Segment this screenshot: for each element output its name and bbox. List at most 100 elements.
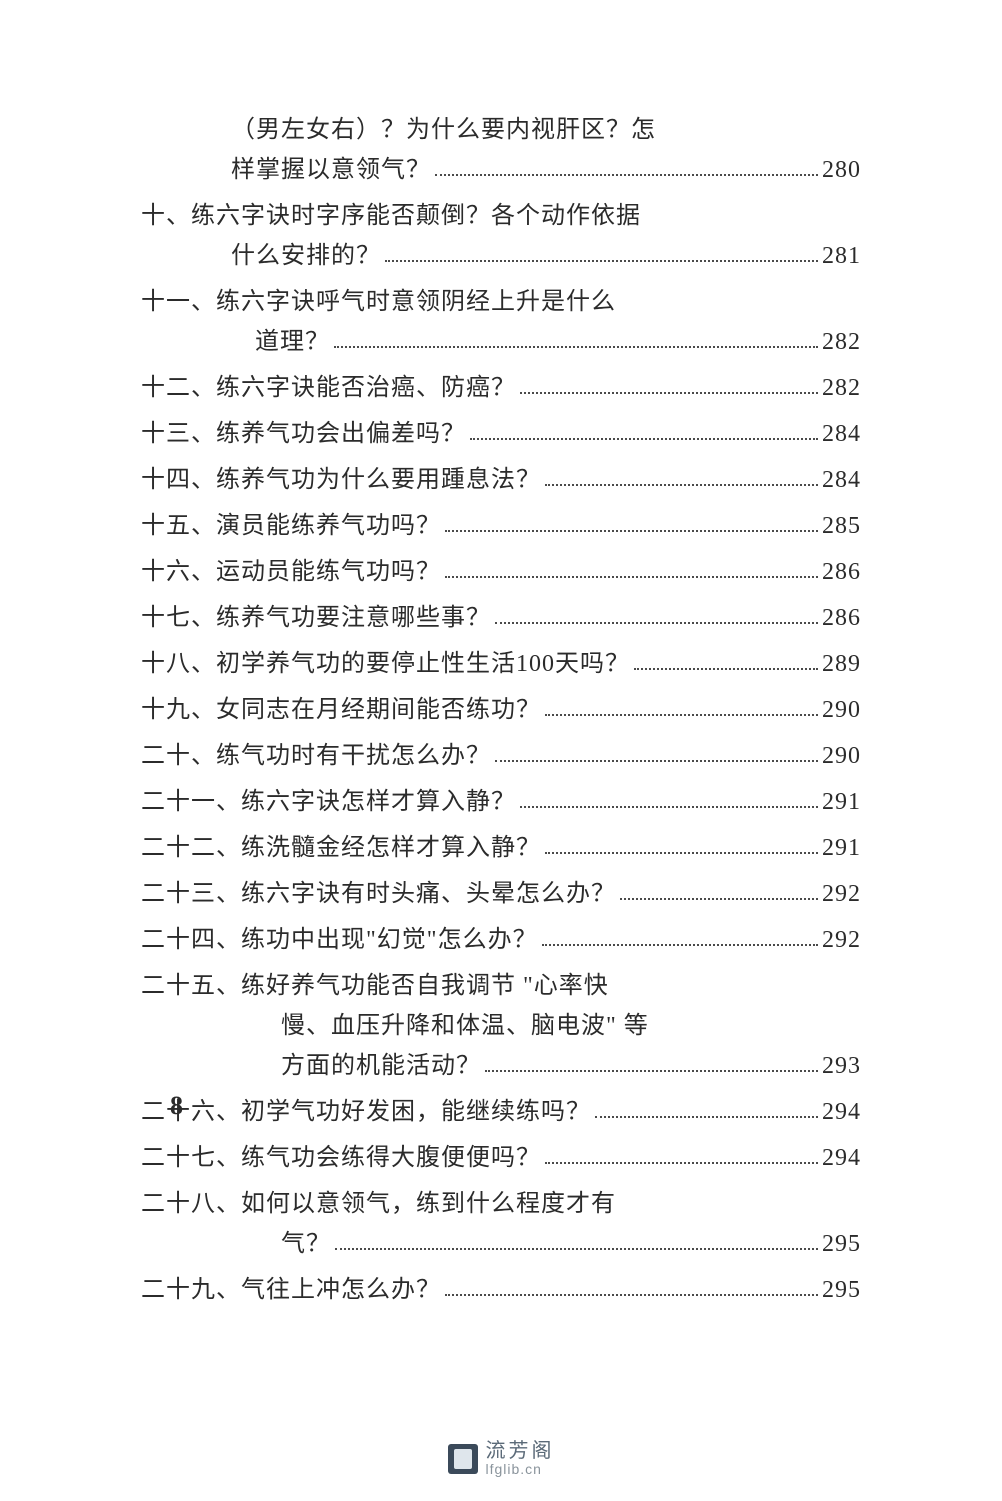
entry-text: 如何以意领气，练到什么程度才有 <box>241 1184 616 1224</box>
toc-line: 十六、运动员能练气功吗？ 286 <box>141 552 861 592</box>
entry-number: 十六、 <box>141 552 216 592</box>
entry-number: 十九、 <box>141 690 216 730</box>
entry-number: 二十三、 <box>141 874 241 914</box>
entry-page: 286 <box>822 598 861 638</box>
entry-text: 练气功会练得大腹便便吗？ <box>241 1138 541 1178</box>
dot-leader <box>545 1146 818 1165</box>
dot-leader <box>385 244 818 263</box>
toc-entry: 二十三、练六字诀有时头痛、头晕怎么办？ 292 <box>141 874 861 914</box>
toc-line: 气？295 <box>141 1224 861 1264</box>
entry-text: 慢、血压升降和体温、脑电波" 等 <box>281 1006 649 1046</box>
dot-leader <box>545 836 818 855</box>
entry-page: 282 <box>822 322 861 362</box>
entry-number: 二十七、 <box>141 1138 241 1178</box>
toc-entry: 十七、练养气功要注意哪些事？ 286 <box>141 598 861 638</box>
entry-number: 十二、 <box>141 368 216 408</box>
entry-page: 291 <box>822 828 861 868</box>
entry-page: 292 <box>822 920 861 960</box>
entry-number: 二十四、 <box>141 920 241 960</box>
watermark-text: 流芳阁 lfglib.cn <box>486 1441 555 1477</box>
entry-page: 284 <box>822 460 861 500</box>
toc-line: 方面的机能活动？293 <box>141 1046 861 1086</box>
entry-number: 二十六、 <box>141 1092 241 1132</box>
dot-leader <box>542 928 818 947</box>
toc-line: 二十九、气往上冲怎么办？295 <box>141 1270 861 1310</box>
entry-text: 初学养气功的要停止性生活100天吗？ <box>216 644 630 684</box>
toc-entry: 二十九、气往上冲怎么办？295 <box>141 1270 861 1310</box>
dot-leader <box>495 744 818 763</box>
entry-page: 286 <box>822 552 861 592</box>
toc-entry: 二十二、练洗髓金经怎样才算入静？291 <box>141 828 861 868</box>
entry-text: 练六字诀怎样才算入静？ <box>241 782 516 822</box>
dot-leader <box>545 698 818 717</box>
toc-entry: 十九、女同志在月经期间能否练功？ 290 <box>141 690 861 730</box>
toc-line: 二十一、练六字诀怎样才算入静？291 <box>141 782 861 822</box>
toc-entry: 十四、练养气功为什么要用踵息法？284 <box>141 460 861 500</box>
entry-text: 练六字诀有时头痛、头晕怎么办？ <box>241 874 616 914</box>
entry-page: 285 <box>822 506 861 546</box>
entry-text: 练六字诀时字序能否颠倒？各个动作依据 <box>191 196 641 236</box>
toc-entry: 二十五、练好养气功能否自我调节 "心率快慢、血压升降和体温、脑电波" 等方面的机… <box>141 966 861 1086</box>
entry-number: 二十九、 <box>141 1270 241 1310</box>
entry-page: 282 <box>822 368 861 408</box>
dot-leader <box>334 330 818 349</box>
dot-leader <box>470 422 818 441</box>
toc-line: 什么安排的？281 <box>141 236 861 276</box>
toc-entry: 二十七、练气功会练得大腹便便吗？294 <box>141 1138 861 1178</box>
entry-page: 293 <box>822 1046 861 1086</box>
dot-leader <box>520 376 818 395</box>
entry-number: 二十二、 <box>141 828 241 868</box>
entry-text: 练养气功要注意哪些事？ <box>216 598 491 638</box>
toc-line: 十九、女同志在月经期间能否练功？ 290 <box>141 690 861 730</box>
entry-text: 道理？ <box>255 322 330 362</box>
toc-entry: 二十六、初学气功好发困，能继续练吗？294 <box>141 1092 861 1132</box>
entry-page: 290 <box>822 690 861 730</box>
toc-line: 二十二、练洗髓金经怎样才算入静？291 <box>141 828 861 868</box>
entry-text: 练气功时有干扰怎么办？ <box>216 736 491 776</box>
toc-line: 十三、练养气功会出偏差吗？284 <box>141 414 861 454</box>
toc-entry: 十一、练六字诀呼气时意领阴经上升是什么道理？ 282 <box>141 282 861 362</box>
entry-page: 291 <box>822 782 861 822</box>
entry-number: 二十、 <box>141 736 216 776</box>
toc-line: 二十五、练好养气功能否自我调节 "心率快 <box>141 966 861 1006</box>
toc-entry: 十三、练养气功会出偏差吗？284 <box>141 414 861 454</box>
entry-text: 女同志在月经期间能否练功？ <box>216 690 541 730</box>
dot-leader <box>595 1100 818 1119</box>
dot-leader <box>435 158 818 177</box>
dot-leader <box>634 652 818 671</box>
dot-leader <box>445 1278 818 1297</box>
toc-line: 十五、演员能练养气功吗？285 <box>141 506 861 546</box>
entry-text: 演员能练养气功吗？ <box>216 506 441 546</box>
toc-line: （男左女右）？为什么要内视肝区？怎 <box>141 110 861 150</box>
entry-text: 样掌握以意领气？ <box>231 150 431 190</box>
entry-text: 运动员能练气功吗？ <box>216 552 441 592</box>
toc-line: 二十八、如何以意领气，练到什么程度才有 <box>141 1184 861 1224</box>
entry-page: 292 <box>822 874 861 914</box>
dot-leader <box>445 560 818 579</box>
toc-entry: 十二、练六字诀能否治癌、防癌？282 <box>141 368 861 408</box>
toc-line: 十七、练养气功要注意哪些事？ 286 <box>141 598 861 638</box>
entry-page: 289 <box>822 644 861 684</box>
toc-line: 十二、练六字诀能否治癌、防癌？282 <box>141 368 861 408</box>
book-icon <box>448 1444 478 1474</box>
entry-number: 二十五、 <box>141 966 241 1006</box>
entry-number: 十一、 <box>141 282 216 322</box>
dot-leader <box>620 882 818 901</box>
toc-line: 十一、练六字诀呼气时意领阴经上升是什么 <box>141 282 861 322</box>
entry-text: 练养气功会出偏差吗？ <box>216 414 466 454</box>
toc-line: 二十三、练六字诀有时头痛、头晕怎么办？ 292 <box>141 874 861 914</box>
dot-leader <box>485 1054 818 1073</box>
entry-number: 二十八、 <box>141 1184 241 1224</box>
table-of-contents: （男左女右）？为什么要内视肝区？怎样掌握以意领气？280十、练六字诀时字序能否颠… <box>141 110 861 1310</box>
toc-line: 二十、练气功时有干扰怎么办？290 <box>141 736 861 776</box>
watermark-en: lfglib.cn <box>486 1462 555 1477</box>
entry-number: 十八、 <box>141 644 216 684</box>
toc-line: 道理？ 282 <box>141 322 861 362</box>
toc-entry: （男左女右）？为什么要内视肝区？怎样掌握以意领气？280 <box>141 110 861 190</box>
dot-leader <box>545 468 818 487</box>
toc-entry: 二十四、练功中出现"幻觉"怎么办？292 <box>141 920 861 960</box>
entry-page: 281 <box>822 236 861 276</box>
entry-number: 十七、 <box>141 598 216 638</box>
entry-number: 十三、 <box>141 414 216 454</box>
entry-text: （男左女右）？为什么要内视肝区？怎 <box>231 110 656 150</box>
